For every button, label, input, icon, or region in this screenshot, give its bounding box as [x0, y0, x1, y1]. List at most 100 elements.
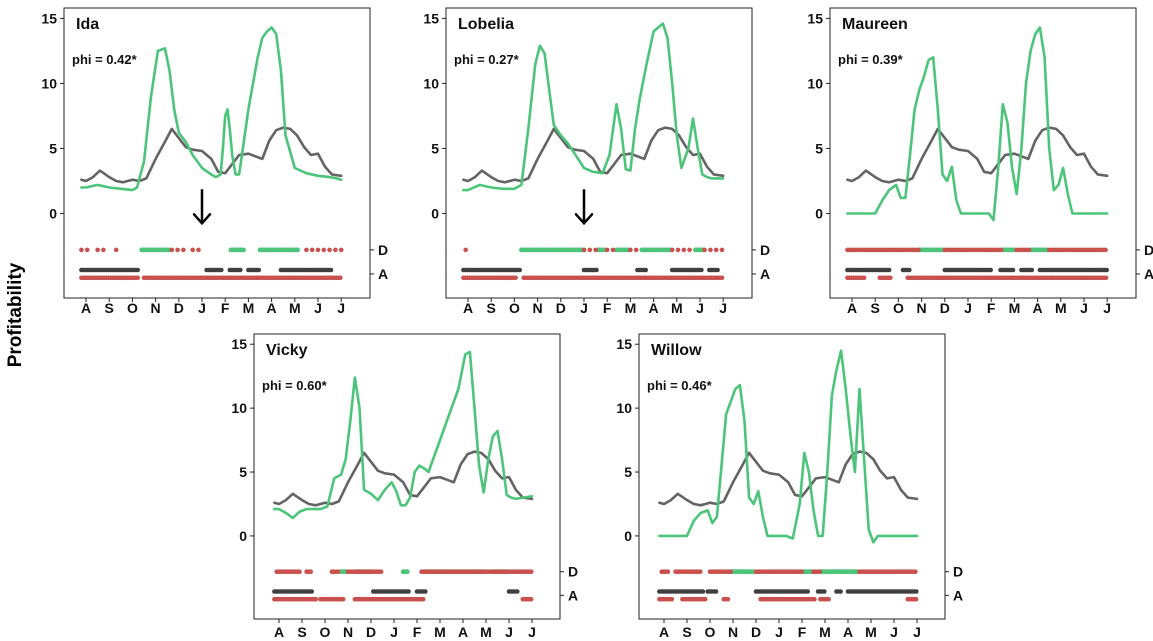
- state-dot: [805, 589, 810, 594]
- state-dot: [169, 247, 175, 253]
- state-dot: [297, 569, 302, 574]
- state-dot: [643, 267, 648, 273]
- x-tick-label: J: [1103, 300, 1111, 316]
- state-dot: [699, 267, 704, 273]
- x-tick-label: A: [463, 300, 473, 316]
- x-tick-label: O: [127, 300, 138, 316]
- state-dot: [610, 247, 616, 253]
- state-dot: [1104, 267, 1109, 273]
- state-dot: [101, 247, 106, 253]
- state-dot: [308, 569, 313, 574]
- state-dot: [378, 569, 384, 574]
- herd-profitability-line: [80, 126, 343, 184]
- x-tick-label: M: [625, 300, 637, 316]
- state-dot: [335, 569, 341, 574]
- individual-profitability-line: [80, 26, 343, 192]
- panel-title: Willow: [651, 342, 702, 359]
- y-tick-label: 0: [49, 205, 57, 221]
- state-dot: [886, 267, 892, 273]
- state-dot: [84, 247, 90, 253]
- state-dot: [708, 247, 713, 253]
- state-dot: [1029, 267, 1035, 273]
- state-dot: [321, 247, 327, 253]
- x-tick-label: S: [871, 300, 880, 316]
- state-label-a: A: [378, 266, 388, 282]
- x-tick-label: A: [1033, 300, 1043, 316]
- x-tick-label: A: [274, 624, 284, 640]
- individual-profitability-line: [462, 22, 725, 192]
- herd-profitability-line: [273, 450, 534, 507]
- x-tick-label: S: [105, 300, 114, 316]
- x-tick-label: F: [413, 624, 422, 640]
- x-tick-label: A: [81, 300, 91, 316]
- phi-annotation: phi = 0.39*: [838, 52, 904, 67]
- y-tick-label: 10: [41, 75, 57, 91]
- phi-annotation: phi = 0.60*: [262, 378, 328, 393]
- state-dot: [219, 267, 224, 273]
- state-dot: [528, 596, 534, 602]
- state-dot: [295, 247, 300, 253]
- x-tick-label: A: [458, 624, 468, 640]
- state-dot: [799, 569, 804, 574]
- x-tick-label: J: [964, 300, 972, 316]
- panel-title: Maureen: [842, 16, 908, 33]
- x-tick-label: O: [893, 300, 904, 316]
- x-tick-label: F: [603, 300, 612, 316]
- x-tick-label: N: [151, 300, 161, 316]
- x-tick-label: D: [556, 300, 566, 316]
- state-dot: [916, 247, 921, 253]
- individual-profitability-line: [273, 350, 534, 520]
- state-dot: [914, 589, 919, 594]
- x-tick-label: J: [505, 624, 513, 640]
- state-dot: [95, 247, 100, 253]
- state-dot: [515, 589, 520, 594]
- state-dot: [713, 247, 719, 253]
- x-tick-label: N: [343, 624, 353, 640]
- x-tick-label: J: [528, 624, 536, 640]
- y-tick-label: 5: [431, 140, 439, 156]
- x-tick-label: N: [917, 300, 927, 316]
- state-dot: [913, 569, 918, 574]
- state-dot: [665, 569, 671, 574]
- state-dot: [404, 569, 410, 575]
- state-dot: [719, 275, 725, 281]
- state-dot: [1103, 247, 1108, 253]
- state-dot: [333, 247, 338, 253]
- state-dot: [338, 247, 344, 253]
- y-tick-label: 15: [41, 10, 57, 26]
- y-tick-label: 10: [423, 75, 439, 91]
- state-dot: [715, 267, 720, 273]
- state-dot: [702, 247, 707, 253]
- state-dot: [135, 275, 140, 281]
- state-dot: [669, 247, 675, 253]
- state-dot: [340, 596, 346, 602]
- x-tick-label: M: [243, 300, 255, 316]
- y-tick-label: 10: [807, 75, 823, 91]
- state-dot: [907, 267, 912, 273]
- state-dot: [675, 247, 681, 253]
- state-label-d: D: [568, 564, 578, 580]
- panel-title: Ida: [76, 16, 99, 33]
- state-dot: [135, 267, 140, 273]
- state-dot: [913, 596, 919, 602]
- individual-profitability-line: [846, 26, 1109, 222]
- x-tick-label: S: [487, 300, 496, 316]
- x-tick-label: M: [1055, 300, 1067, 316]
- y-tick-label: 10: [231, 400, 247, 416]
- state-label-d: D: [953, 564, 963, 580]
- state-dot: [190, 247, 195, 253]
- plot-frame: [63, 7, 371, 299]
- x-tick-label: O: [705, 624, 716, 640]
- state-dot: [113, 247, 119, 253]
- state-dot: [826, 596, 831, 602]
- state-dot: [423, 589, 428, 594]
- x-tick-label: M: [1009, 300, 1021, 316]
- phi-annotation: phi = 0.42*: [72, 52, 138, 67]
- state-dot: [463, 247, 468, 253]
- state-label-a: A: [760, 266, 770, 282]
- x-tick-label: F: [987, 300, 996, 316]
- y-tick-label: 5: [624, 464, 632, 480]
- x-tick-label: M: [289, 300, 301, 316]
